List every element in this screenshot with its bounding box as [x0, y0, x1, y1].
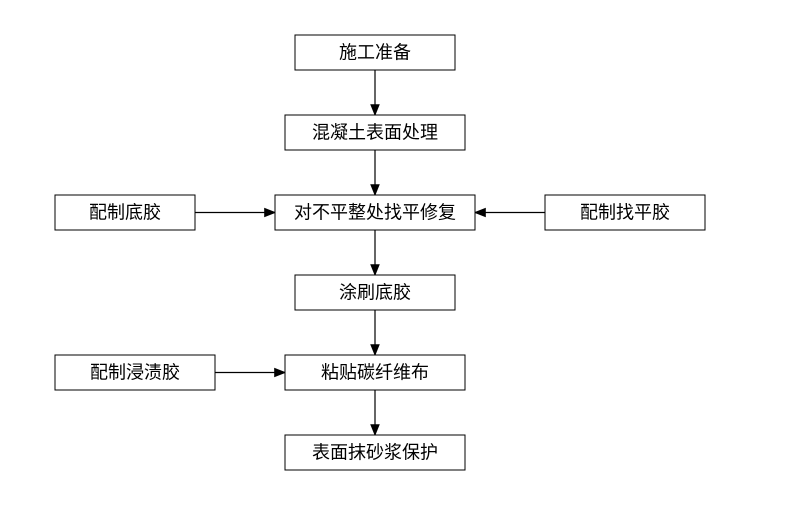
flowchart-canvas: 施工准备混凝土表面处理对不平整处找平修复涂刷底胶粘贴碳纤维布表面抹砂浆保护 配制底…: [0, 0, 800, 530]
flow-node-s2: 配制找平胶: [545, 195, 705, 230]
flow-node-s1: 配制底胶: [55, 195, 195, 230]
flow-node-n5: 粘贴碳纤维布: [285, 355, 465, 390]
flow-node-label: 配制浸渍胶: [90, 363, 180, 383]
flow-node-label: 施工准备: [339, 43, 411, 63]
flow-node-label: 配制底胶: [89, 203, 161, 223]
flow-node-n4: 涂刷底胶: [295, 275, 455, 310]
flow-node-label: 对不平整处找平修复: [294, 203, 456, 223]
flow-node-label: 混凝土表面处理: [312, 123, 438, 143]
flow-node-n6: 表面抹砂浆保护: [285, 435, 465, 470]
flow-node-n1: 施工准备: [295, 35, 455, 70]
flow-node-label: 涂刷底胶: [339, 283, 411, 303]
flow-node-n3: 对不平整处找平修复: [275, 195, 475, 230]
flow-node-s3: 配制浸渍胶: [55, 355, 215, 390]
flow-node-label: 粘贴碳纤维布: [321, 363, 429, 383]
flow-node-label: 表面抹砂浆保护: [312, 443, 438, 463]
flow-node-n2: 混凝土表面处理: [285, 115, 465, 150]
flow-node-label: 配制找平胶: [580, 203, 670, 223]
